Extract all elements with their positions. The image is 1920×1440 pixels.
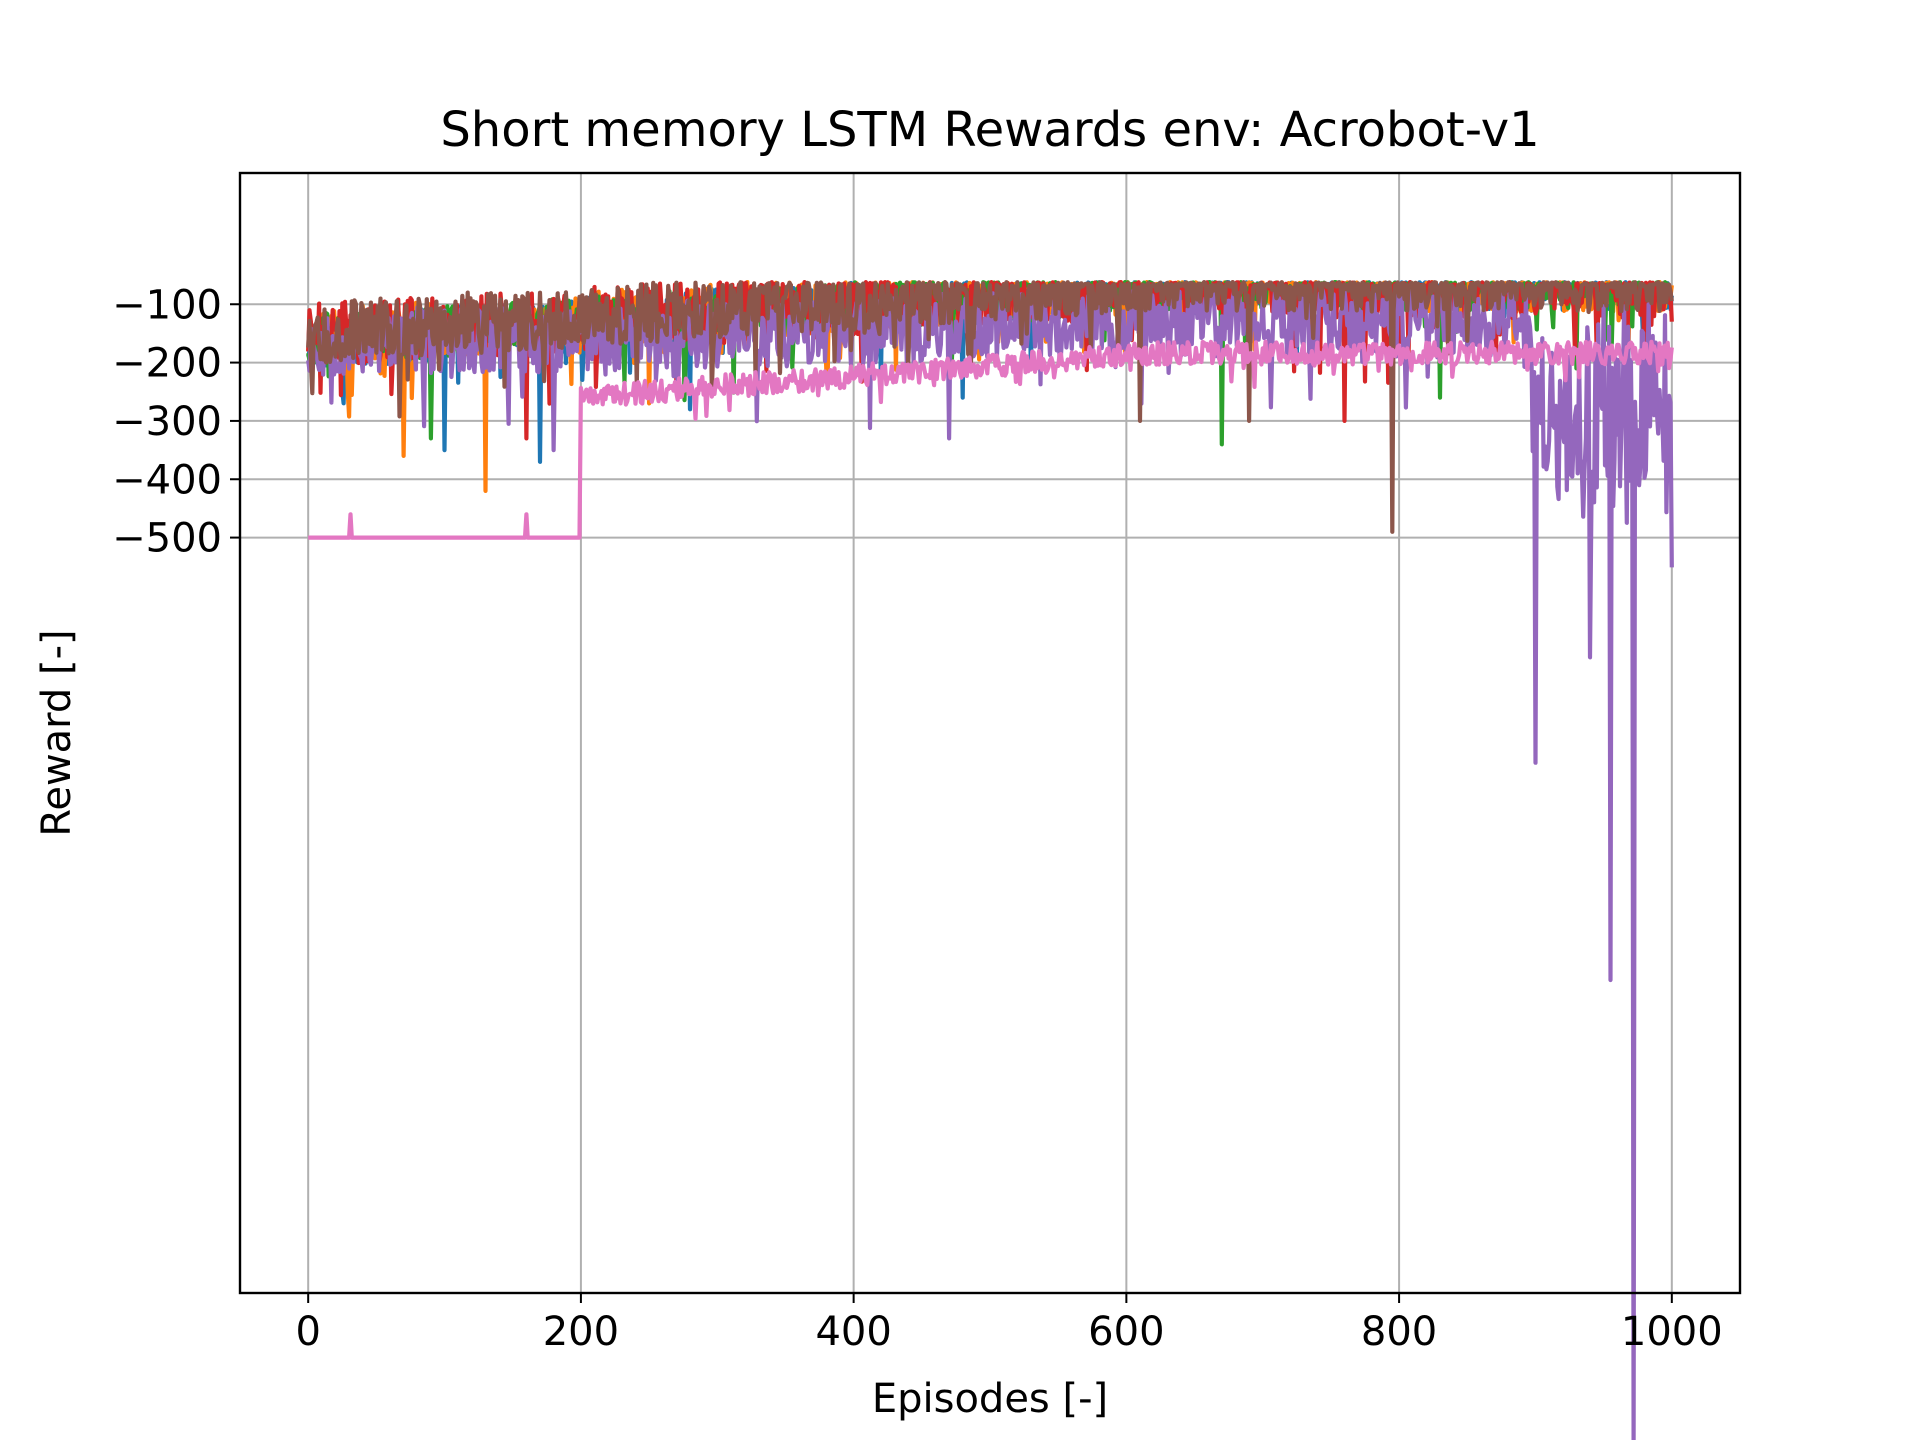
series-line-6: [306, 280, 1674, 534]
y-tick-label: −400: [112, 457, 222, 503]
plot-frame: [238, 171, 1742, 1295]
x-tick-label: 0: [295, 1309, 320, 1355]
axis-ticks: 0 200 400 600 800 1000 −100 −200 −300 −400 −500: [112, 282, 1723, 1355]
chart-title: Short memory LSTM Rewards env: Acrobot-v…: [440, 102, 1539, 158]
x-tick-label: 800: [1361, 1309, 1437, 1355]
y-tick-label: −300: [112, 399, 222, 445]
y-tick-label: −500: [112, 516, 222, 562]
x-tick-label: 1000: [1621, 1309, 1723, 1355]
x-tick-label: 600: [1088, 1309, 1164, 1355]
series-lines: [306, 280, 1674, 1440]
x-tick-label: 200: [543, 1309, 619, 1355]
y-tick-label: −200: [112, 341, 222, 387]
y-tick-label: −100: [112, 282, 222, 328]
y-axis-label: Reward [-]: [34, 629, 80, 836]
x-tick-label: 400: [815, 1309, 891, 1355]
x-axis-label: Episodes [-]: [872, 1376, 1108, 1422]
series-line-7: [307, 339, 1674, 540]
